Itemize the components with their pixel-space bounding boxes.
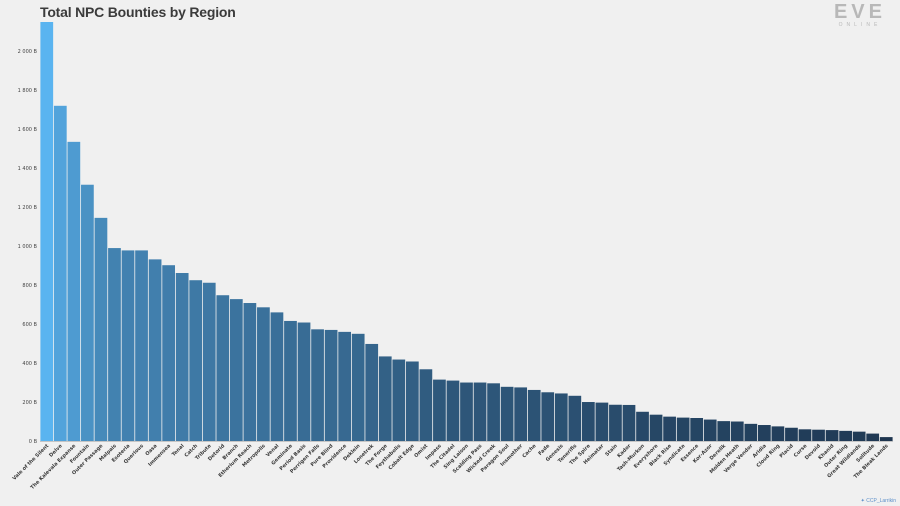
x-tick-label: Placid xyxy=(779,443,796,460)
y-tick-label: 0 B xyxy=(29,439,38,445)
bar xyxy=(121,250,135,441)
bar xyxy=(514,387,528,441)
bar xyxy=(852,431,866,441)
y-tick-label: 1 400 B xyxy=(18,166,38,172)
bar xyxy=(446,380,460,441)
bar xyxy=(839,430,852,441)
bar xyxy=(609,404,622,441)
bar xyxy=(94,217,108,441)
bar xyxy=(108,248,121,441)
bar xyxy=(257,307,270,441)
bars xyxy=(40,22,893,442)
chart-title: Total NPC Bounties by Region xyxy=(40,4,236,20)
author-credit[interactable]: ✦ CCP_Larrikin xyxy=(861,498,896,504)
bar xyxy=(53,105,67,442)
bar xyxy=(744,423,758,441)
bar xyxy=(202,282,216,441)
bar xyxy=(703,419,717,441)
y-axis: 0 B 200 B 400 B 600 B 800 B 1 000 B 1 200 B 1 4… xyxy=(18,49,38,445)
bar xyxy=(798,429,812,441)
bar xyxy=(365,343,379,441)
bar xyxy=(189,280,203,441)
y-tick-label: 1 800 B xyxy=(18,88,38,94)
bar xyxy=(148,259,162,441)
bar xyxy=(284,320,297,441)
y-tick-label: 400 B xyxy=(22,361,37,367)
y-tick-label: 1 200 B xyxy=(18,205,38,211)
bar xyxy=(229,299,243,441)
eve-online-logo: EVE ONLINE xyxy=(834,2,886,28)
bar xyxy=(758,425,771,441)
bar xyxy=(879,437,893,441)
bar xyxy=(568,395,582,441)
bar xyxy=(812,429,825,441)
bar xyxy=(324,329,338,441)
bar xyxy=(243,303,257,441)
bar xyxy=(216,295,230,441)
bar xyxy=(730,421,744,441)
logo-wordmark: EVE xyxy=(833,1,886,23)
bar xyxy=(135,250,148,441)
bar xyxy=(81,184,94,442)
credit-handle: CCP_Larrikin xyxy=(866,498,896,504)
bar xyxy=(460,382,473,441)
bar xyxy=(162,265,175,441)
y-tick-label: 2 000 B xyxy=(18,49,38,55)
bar xyxy=(649,414,663,441)
y-tick-label: 1 000 B xyxy=(18,244,38,250)
bar xyxy=(405,361,419,441)
bar xyxy=(175,273,189,441)
bar xyxy=(392,359,406,441)
x-tick-label: Cache xyxy=(521,443,538,460)
bar xyxy=(500,386,514,441)
bar xyxy=(622,404,636,441)
bar xyxy=(717,421,731,441)
bar xyxy=(338,331,352,441)
bar xyxy=(311,329,324,441)
y-tick-label: 800 B xyxy=(22,283,37,289)
bar xyxy=(825,430,839,441)
bar xyxy=(419,369,433,441)
bar xyxy=(595,402,609,441)
bar xyxy=(771,426,785,441)
bar xyxy=(67,141,81,441)
bar xyxy=(785,427,798,441)
bar xyxy=(527,389,541,441)
bar xyxy=(351,333,365,441)
y-tick-label: 1 600 B xyxy=(18,127,38,133)
bar xyxy=(40,22,54,441)
bar xyxy=(378,356,392,441)
bar xyxy=(270,312,284,441)
bar xyxy=(487,383,500,441)
bar xyxy=(541,392,555,441)
bar xyxy=(866,433,880,441)
bar xyxy=(581,402,595,441)
bar xyxy=(473,382,487,441)
bar xyxy=(690,418,704,441)
bar xyxy=(297,322,311,441)
bar xyxy=(663,416,676,441)
bar xyxy=(554,393,568,441)
y-tick-label: 600 B xyxy=(22,322,37,328)
logo-subtitle: ONLINE xyxy=(838,22,882,28)
twitter-bird-icon: ✦ xyxy=(860,498,865,504)
bar xyxy=(636,411,649,441)
y-tick-label: 200 B xyxy=(22,400,37,406)
bar xyxy=(433,379,446,441)
bar xyxy=(676,417,690,441)
